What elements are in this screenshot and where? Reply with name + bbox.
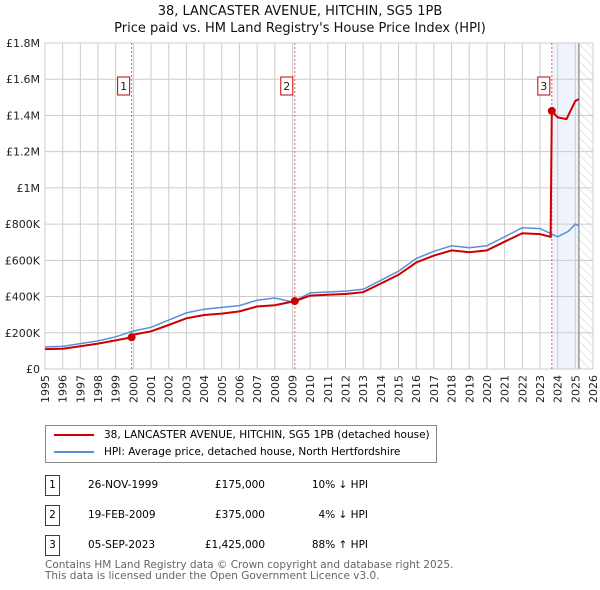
y-tick-label: £200K xyxy=(5,327,41,340)
sale-price: £375,000 xyxy=(214,509,265,521)
sale-label: 3 xyxy=(540,80,547,93)
x-tick-label: 1998 xyxy=(92,375,105,403)
y-tick-label: £400K xyxy=(5,291,41,304)
sale-price: £1,425,000 xyxy=(204,539,265,551)
x-tick-label: 2005 xyxy=(216,375,229,403)
sale-marker-1: 1 xyxy=(45,475,60,496)
legend-label-property: 38, LANCASTER AVENUE, HITCHIN, SG5 1PB (… xyxy=(104,429,430,441)
sale-hpi: 88% ↑ HPI xyxy=(311,539,368,551)
x-tick-label: 2004 xyxy=(198,375,211,403)
x-tick-label: 1999 xyxy=(110,375,123,403)
sale-marker-3: 3 xyxy=(45,535,60,556)
x-tick-label: 2010 xyxy=(304,375,317,403)
x-tick-label: 2012 xyxy=(340,375,353,403)
x-tick-label: 2020 xyxy=(481,375,494,403)
y-tick-label: £1.4M xyxy=(6,109,40,122)
legend-red-line xyxy=(54,434,94,436)
y-tick-label: £800K xyxy=(5,218,41,231)
x-tick-label: 2022 xyxy=(516,375,529,403)
sale-point xyxy=(127,333,136,342)
hpi-line xyxy=(44,223,580,348)
x-tick-label: 2021 xyxy=(499,375,512,403)
sale-label-box xyxy=(117,76,131,96)
legend: 38, LANCASTER AVENUE, HITCHIN, SG5 1PB (… xyxy=(45,425,437,463)
x-tick-label: 2016 xyxy=(410,375,423,403)
footer-line-2: This data is licensed under the Open Gov… xyxy=(45,570,380,582)
sale-row-1: 1 26-NOV-1999 £175,000 10% ↓ HPI xyxy=(45,475,445,496)
x-tick-label: 2014 xyxy=(375,375,388,403)
y-tick-label: £1.6M xyxy=(6,73,40,86)
x-tick-label: 2017 xyxy=(428,375,441,403)
x-tick-label: 2023 xyxy=(534,375,547,403)
x-tick-label: 2002 xyxy=(163,375,176,403)
x-tick-label: 2009 xyxy=(286,375,299,403)
x-tick-label: 2000 xyxy=(127,375,140,403)
x-tick-label: 2019 xyxy=(463,375,476,403)
sale-date: 05-SEP-2023 xyxy=(88,539,156,551)
x-tick-label: 2013 xyxy=(357,375,370,403)
footer: Contains HM Land Registry data © Crown c… xyxy=(45,560,453,582)
sale-row-2: 2 19-FEB-2009 £375,000 4% ↓ HPI xyxy=(45,505,445,526)
sale-point xyxy=(290,297,299,306)
sale-hpi: 4% ↓ HPI xyxy=(318,509,368,521)
y-tick-label: £1M xyxy=(17,182,41,195)
chart-title: 38, LANCASTER AVENUE, HITCHIN, SG5 1PB xyxy=(157,4,443,19)
x-tick-label: 1996 xyxy=(57,375,70,403)
x-tick-label: 2003 xyxy=(180,375,193,403)
x-tick-label: 2001 xyxy=(145,375,158,403)
y-tick-label: £0 xyxy=(26,363,40,376)
x-tick-label: 2015 xyxy=(393,375,406,403)
y-tick-label: £1.2M xyxy=(6,146,40,159)
x-tick-label: 2024 xyxy=(552,375,565,403)
x-tick-label: 2018 xyxy=(446,375,459,403)
x-tick-label: 2006 xyxy=(233,375,246,403)
sale-label: 2 xyxy=(283,80,290,93)
sale-row-3: 3 05-SEP-2023 £1,425,000 88% ↑ HPI xyxy=(45,535,445,556)
sale-label-box xyxy=(280,76,294,96)
sale-date: 26-NOV-1999 xyxy=(88,479,159,491)
plot-border xyxy=(44,42,594,370)
x-tick-label: 2025 xyxy=(569,375,582,403)
x-tick-label: 2008 xyxy=(269,375,282,403)
x-tick-label: 2007 xyxy=(251,375,264,403)
sale-price: £175,000 xyxy=(214,479,265,491)
sale-hpi: 10% ↓ HPI xyxy=(311,479,368,491)
y-tick-label: £600K xyxy=(5,254,41,267)
x-tick-label: 2011 xyxy=(322,375,335,403)
x-tick-label: 1995 xyxy=(39,375,52,403)
footer-line-1: Contains HM Land Registry data © Crown c… xyxy=(45,559,454,571)
sale-label: 1 xyxy=(120,80,127,93)
chart-subtitle: Price paid vs. HM Land Registry's House … xyxy=(114,21,486,36)
sale-marker-2: 2 xyxy=(45,505,60,526)
legend-blue-line xyxy=(54,451,94,453)
hatched-region xyxy=(578,43,593,369)
x-tick-label: 2026 xyxy=(587,375,600,403)
y-tick-label: £1.8M xyxy=(6,37,40,50)
sale-label-box xyxy=(537,76,551,96)
x-tick-label: 1997 xyxy=(74,375,87,403)
future-shade xyxy=(551,43,579,369)
price-chart: 1995 1996 1997 1998 1999 2000 2001 2002 2003 2004… xyxy=(5,37,600,403)
sale-date: 19-FEB-2009 xyxy=(88,509,156,521)
sale-point xyxy=(547,106,556,115)
legend-label-hpi: HPI: Average price, detached house, Nort… xyxy=(104,446,401,458)
